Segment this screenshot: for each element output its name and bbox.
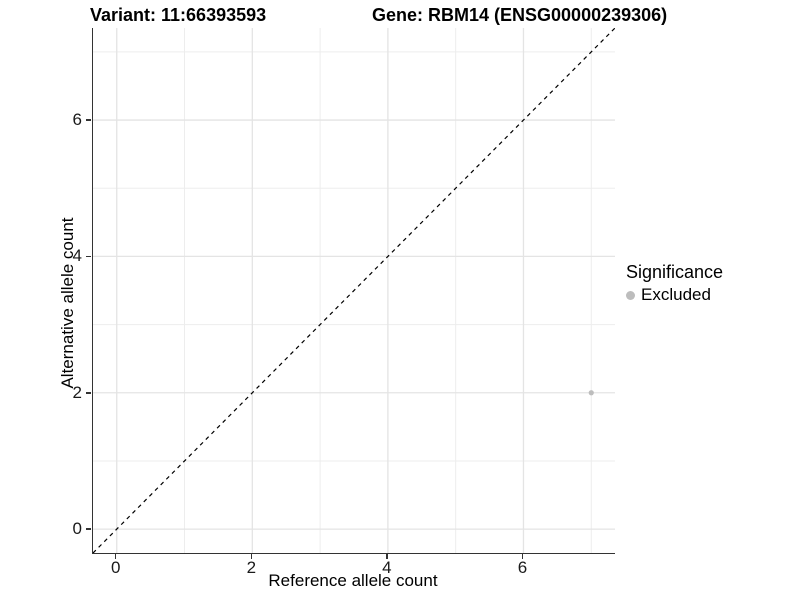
excluded-point-icon	[626, 290, 635, 300]
x-tick-mark	[114, 554, 117, 559]
x-tick-mark	[386, 554, 388, 559]
x-tick-label: 4	[382, 558, 392, 577]
y-tick-label: 0	[72, 519, 82, 539]
x-tick-label: 0	[110, 558, 121, 577]
plot-panel	[92, 28, 615, 554]
legend: Significance Excluded	[626, 262, 723, 305]
y-tick-mark	[86, 528, 91, 530]
legend-item-label: Excluded	[641, 285, 711, 304]
legend-title: Significance	[626, 262, 724, 282]
y-tick-label: 6	[72, 110, 82, 130]
identity-dashed-line	[93, 28, 615, 553]
y-tick-mark	[86, 392, 91, 394]
x-axis-title: Reference allele count	[268, 571, 438, 590]
y-tick-mark	[86, 255, 91, 258]
data-point-excluded	[588, 390, 594, 396]
y-tick-mark	[86, 119, 91, 121]
plot-title-variant: Variant: 11:66393593	[90, 5, 267, 25]
x-tick-label: 2	[246, 558, 257, 577]
chart-canvas	[93, 28, 615, 553]
y-axis-title: Alternative allele count	[58, 217, 77, 389]
x-tick-label: 6	[517, 558, 528, 577]
y-tick-label: 4	[72, 246, 82, 266]
x-tick-mark	[521, 554, 524, 559]
plot-title-gene: Gene: RBM14 (ENSG00000239306)	[372, 5, 668, 25]
x-tick-mark	[250, 554, 253, 559]
legend-item-excluded: Excluded	[626, 285, 723, 305]
y-tick-label: 2	[72, 382, 82, 402]
